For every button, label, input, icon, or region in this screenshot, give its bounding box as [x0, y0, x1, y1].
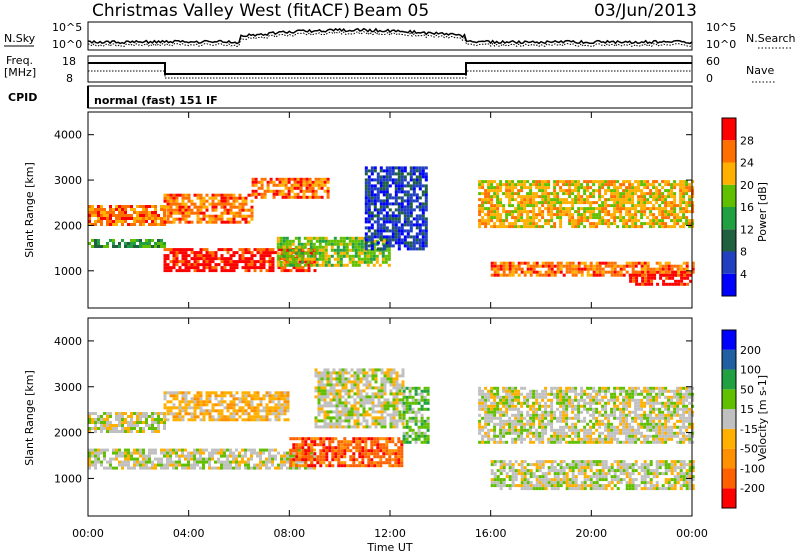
velocity-ytick-label-3: 4000 [54, 335, 82, 348]
power-ytick-label-3: 4000 [54, 129, 82, 142]
velocity-colorbar-frame [721, 329, 737, 509]
velocity-ytick-label-2: 3000 [54, 381, 82, 394]
power-ytick-label-0: 1000 [54, 265, 82, 278]
freq-strip: Freq. [MHz] 18 8 60 0 Nave [4, 54, 776, 85]
power-colorbar-segment-5 [722, 162, 736, 185]
x-tick-label-5: 20:00 [575, 527, 607, 540]
velocity-colorbar-segment-8 [722, 330, 736, 350]
power-band-0 [88, 205, 166, 226]
nsky-left-tick-top: 10^5 [52, 21, 82, 34]
velocity-colorbar-tick-6: -100 [740, 462, 765, 475]
x-tick-label-2: 08:00 [273, 527, 305, 540]
power-ytick-label-2: 3000 [54, 174, 82, 187]
power-colorbar-tick-6: 4 [740, 268, 747, 281]
velocity-band-3 [289, 437, 404, 468]
nave-series-line [88, 70, 692, 79]
cpid-value: normal (fast) 151 IF [94, 94, 218, 107]
velocity-colorbar-label: Velocity [m s-1] [756, 375, 769, 461]
freq-left-tick-bottom: 8 [66, 72, 73, 85]
velocity-colorbar-tick-0: 200 [740, 344, 761, 357]
power-colorbar-segment-0 [722, 273, 736, 296]
velocity-colorbar-segment-6 [722, 369, 736, 390]
freq-label-1: Freq. [6, 54, 33, 67]
power-band-5 [276, 236, 391, 267]
power-colorbar-tick-2: 20 [740, 179, 754, 192]
velocity-colorbar-tick-7: -200 [740, 482, 765, 495]
power-ylabel: Slant Range [km] [23, 162, 36, 258]
velocity-colorbar-segment-7 [722, 349, 736, 370]
velocity-band-7 [490, 460, 695, 491]
velocity-band-0 [88, 412, 166, 433]
x-tick-label-6: 00:00 [676, 527, 708, 540]
velocity-band-6 [478, 386, 695, 444]
nave-right-label: Nave [746, 64, 774, 77]
nsearch-series-line [87, 31, 693, 48]
power-colorbar-tick-4: 12 [740, 223, 754, 236]
power-band-4 [88, 239, 166, 248]
velocity-panel: 1000 2000 3000 4000 Slant Range [km] 200 100… [23, 317, 769, 554]
x-tick-label-3: 12:00 [374, 527, 406, 540]
velocity-ylabel: Slant Range [km] [23, 370, 36, 466]
power-colorbar-segment-2 [722, 229, 736, 252]
x-axis-label: Time UT [366, 541, 412, 554]
power-ytick-label-1: 2000 [54, 219, 82, 232]
power-colorbar-frame [721, 117, 737, 297]
velocity-ytick-label-1: 2000 [54, 427, 82, 440]
nsky-left-tick-bottom: 10^0 [52, 38, 82, 51]
nave-right-tick-top: 60 [706, 55, 720, 68]
velocity-colorbar-tick-2: 50 [740, 383, 754, 396]
velocity-band-4 [314, 368, 405, 429]
velocity-colorbar-tick-3: 15 [740, 403, 754, 416]
velocity-colorbar-tick-5: -50 [740, 443, 758, 456]
power-band-8 [490, 261, 695, 277]
velocity-colorbar-segment-0 [722, 488, 736, 508]
power-panel: 1000 2000 3000 4000 Slant Range [km] 28 24 20… [23, 111, 769, 309]
power-colorbar-segment-3 [722, 207, 736, 230]
x-tick-label-4: 16:00 [475, 527, 507, 540]
cpid-strip: CPID normal (fast) 151 IF [8, 85, 693, 109]
power-colorbar-segment-4 [722, 184, 736, 207]
freq-series-line [88, 62, 692, 75]
velocity-colorbar-segment-3 [722, 428, 736, 449]
power-colorbar-segment-1 [722, 251, 736, 274]
freq-left-tick-top: 18 [62, 55, 76, 68]
velocity-colorbar-segment-4 [722, 409, 736, 429]
nsearch-right-label: N.Search [746, 32, 796, 45]
power-band-6 [364, 166, 428, 251]
power-band-1 [163, 193, 254, 224]
velocity-colorbar-segment-1 [722, 468, 736, 489]
velocity-colorbar-tick-4: -15 [740, 423, 758, 436]
freq-label-2: [MHz] [4, 66, 36, 79]
power-band-9 [629, 270, 693, 286]
power-colorbar-label: Power [dB] [756, 182, 769, 242]
velocity-ytick-label-0: 1000 [54, 472, 82, 485]
power-band-7 [478, 180, 695, 229]
power-colorbar-tick-5: 8 [740, 246, 747, 259]
plot-title: Christmas Valley West (fitACF) [92, 1, 350, 21]
nsky-strip: N.Sky 10^5 10^0 10^5 10^0 N.Search [4, 21, 796, 51]
nsky-right-tick-top: 10^5 [706, 21, 736, 34]
power-colorbar-tick-0: 28 [740, 134, 754, 147]
velocity-band-2 [88, 448, 316, 470]
nsky-left-label: N.Sky [4, 32, 36, 45]
velocity-colorbar-tick-1: 100 [740, 364, 761, 377]
nave-right-tick-bottom: 0 [706, 72, 713, 85]
power-colorbar-tick-3: 16 [740, 201, 754, 214]
date-label: 03/Jun/2013 [594, 1, 697, 21]
x-tick-label-1: 04:00 [173, 527, 205, 540]
power-band-2 [251, 177, 330, 199]
velocity-band-1 [163, 391, 290, 422]
beam-label: Beam 05 [353, 1, 429, 21]
nsky-right-tick-bottom: 10^0 [706, 38, 736, 51]
velocity-colorbar-segment-2 [722, 448, 736, 469]
velocity-band-5 [402, 386, 430, 444]
power-colorbar-segment-6 [722, 140, 736, 163]
cpid-label: CPID [8, 91, 37, 104]
power-colorbar-tick-1: 24 [740, 157, 754, 170]
nsky-series-line [87, 27, 693, 45]
power-colorbar-segment-7 [722, 118, 736, 141]
velocity-colorbar-segment-5 [722, 389, 736, 410]
x-tick-label-0: 00:00 [72, 527, 104, 540]
